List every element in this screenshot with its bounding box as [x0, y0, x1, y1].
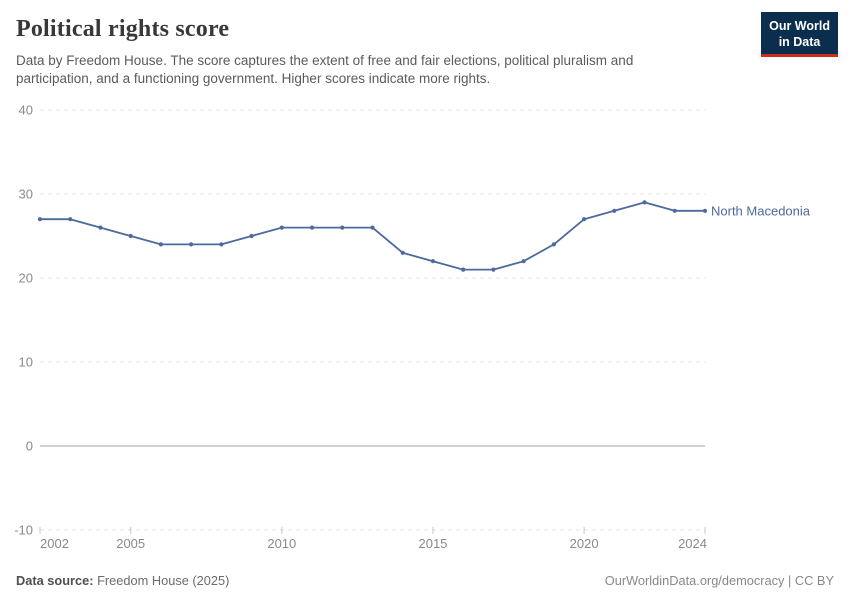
data-source: Data source: Freedom House (2025)	[16, 573, 229, 588]
x-axis-label: 2020	[570, 536, 599, 551]
data-source-label: Data source:	[16, 573, 94, 588]
data-point[interactable]	[642, 200, 647, 205]
data-point[interactable]	[430, 259, 436, 264]
data-source-value: Freedom House (2025)	[93, 573, 230, 588]
data-point[interactable]	[461, 267, 466, 272]
data-point[interactable]	[219, 242, 224, 247]
y-axis-label: -10	[14, 523, 33, 538]
owid-logo-line1: Our World	[769, 19, 830, 33]
data-point[interactable]	[128, 233, 133, 239]
data-point[interactable]	[491, 267, 496, 272]
x-axis-label: 2024	[678, 536, 707, 551]
data-point[interactable]	[98, 225, 103, 230]
data-point[interactable]	[672, 208, 677, 213]
series-line[interactable]	[39, 201, 706, 271]
data-point[interactable]	[370, 225, 375, 230]
x-axis-label: 2005	[116, 536, 145, 551]
line-chart: 40 30 20 10 0 -10 2002 2005 2010 2015 2020 2024 Nort…	[0, 100, 850, 575]
data-point[interactable]	[400, 250, 405, 255]
data-point[interactable]	[702, 208, 708, 213]
data-point[interactable]	[37, 217, 43, 222]
chart-footer: Data source: Freedom House (2025) OurWor…	[16, 573, 834, 588]
data-point[interactable]	[279, 225, 284, 230]
data-point[interactable]	[249, 233, 254, 239]
x-axis-label: 2015	[418, 536, 447, 551]
data-point[interactable]	[612, 208, 617, 213]
owid-logo-line2: in Data	[778, 35, 821, 49]
series-label[interactable]: North Macedonia	[711, 203, 811, 218]
data-point[interactable]	[309, 225, 315, 230]
data-point[interactable]	[521, 259, 526, 264]
y-axis-label: 10	[19, 355, 33, 370]
y-axis-label: 40	[19, 103, 33, 118]
owid-logo[interactable]: Our World in Data	[761, 12, 838, 57]
data-point[interactable]	[68, 217, 73, 222]
credit-link[interactable]: OurWorldinData.org/democracy | CC BY	[604, 573, 834, 588]
x-axis-label: 2010	[267, 536, 296, 551]
y-axis-label: 20	[19, 271, 33, 286]
x-axis-label: 2002	[40, 536, 69, 551]
data-point[interactable]	[340, 225, 345, 230]
chart-subtitle: Data by Freedom House. The score capture…	[16, 53, 634, 86]
y-axis-label: 0	[26, 439, 33, 454]
data-point[interactable]	[158, 242, 164, 247]
page-title: Political rights score	[16, 16, 230, 42]
data-point[interactable]	[551, 242, 556, 247]
y-axis-label: 30	[19, 187, 33, 202]
data-point[interactable]	[581, 217, 587, 222]
data-point[interactable]	[189, 242, 194, 247]
